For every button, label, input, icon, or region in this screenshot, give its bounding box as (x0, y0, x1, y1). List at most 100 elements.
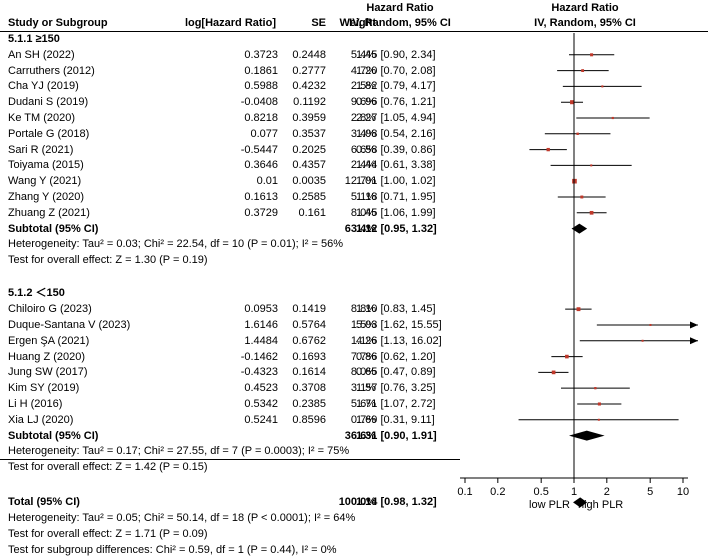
log-hr-value: 0.01 (256, 175, 278, 188)
weight-value: 7.7% (350, 350, 376, 363)
study-name: Carruthers (2012) (8, 64, 95, 77)
se-value: 0.1614 (292, 366, 326, 379)
point-estimate-marker (589, 210, 594, 215)
plot-header-divider (460, 31, 708, 32)
weight-value: 1.5% (350, 318, 376, 331)
se-value: 0.1192 (293, 96, 326, 109)
table-row: Ke TM (2020) 0.8218 0.3959 2.8% 2.27 [1.05, … (0, 110, 460, 126)
point-estimate-marker (576, 307, 581, 312)
log-hr-value: -0.1462 (240, 350, 278, 363)
log-hr-value: 0.077 (250, 127, 278, 140)
se-value: 0.6762 (292, 334, 326, 347)
x-tick-label: 1 (571, 486, 577, 498)
point-estimate-marker (649, 323, 652, 326)
hr-ci-value: 1.01 [1.00, 1.02] (356, 175, 436, 188)
x-tick-label: 10 (677, 486, 689, 498)
study-name: Li H (2016) (8, 397, 63, 410)
se-column-header: SE (311, 17, 326, 29)
log-hr-value: 0.8218 (244, 112, 278, 124)
weight-value: 1.1% (350, 334, 376, 347)
favours-right-label: high PLR (578, 499, 623, 511)
se-value: 0.2385 (292, 397, 326, 410)
log-hr-value: -0.4323 (240, 366, 278, 379)
table-row: Zhang Y (2020) 0.1613 0.2585 5.1% 1.18 [0.71… (0, 189, 460, 205)
point-estimate-marker (580, 195, 584, 199)
hr-ci-value: 1.57 [0.76, 3.25] (356, 382, 436, 395)
weight-value: 8.8% (350, 303, 376, 316)
point-estimate-marker (590, 164, 593, 167)
table-row: Huang Z (2020) -0.1462 0.1693 7.7% 0.86 [0.6… (0, 349, 460, 365)
hr-ci-value: 1.69 [0.31, 9.11] (356, 413, 435, 426)
study-name: Dudani S (2019) (8, 96, 89, 109)
weight-value: 6.6% (350, 143, 376, 156)
summary-row: Subtotal (95% CI) 36.6% 1.31 [0.90, 1.91] (0, 428, 460, 444)
header-divider (0, 31, 460, 32)
hr-ci-value: 1.45 [1.06, 1.99] (356, 206, 436, 219)
hr-ci-value: 1.18 [0.71, 1.95] (356, 191, 436, 203)
study-name: Chiloiro G (2023) (8, 303, 92, 316)
weight-value: 5.6% (350, 397, 376, 410)
weight-value: 5.4% (350, 48, 376, 61)
log-hr-value: 0.5342 (244, 397, 278, 410)
weight-value: 0.7% (350, 413, 376, 426)
summary-diamond (571, 223, 588, 234)
summary-label: Total (95% CI) (8, 496, 80, 509)
footer-divider (0, 459, 460, 460)
table-row: Sari R (2021) -0.5447 0.2025 6.6% 0.58 [0.39… (0, 142, 460, 158)
se-value: 0.2025 (292, 143, 326, 156)
se-value: 0.1419 (292, 303, 326, 316)
study-name: Duque-Santana V (2023) (8, 318, 131, 331)
ci-arrow-icon (690, 321, 698, 329)
weight-value: 2.4% (350, 159, 376, 172)
hr-ci-value: 1.45 [0.90, 2.34] (356, 48, 436, 61)
table-row: Wang Y (2021) 0.01 0.0035 12.7% 1.01 [1.00, … (0, 173, 460, 189)
summary-row: Subtotal (95% CI) 63.4% 1.12 [0.95, 1.32] (0, 221, 460, 237)
point-estimate-marker (597, 418, 600, 421)
table-row: Toiyama (2015) 0.3646 0.4357 2.4% 1.44 [0.61… (0, 157, 460, 173)
study-name: Cha YJ (2019) (8, 80, 79, 93)
subgroup-title: 5.1.2 ＜150 (8, 287, 65, 300)
log-hr-value: 1.4484 (244, 334, 278, 347)
summary-weight: 100.0% (338, 496, 376, 509)
weight-value: 8.0% (350, 366, 376, 379)
se-value: 0.2448 (292, 48, 326, 61)
x-tick-label: 5 (647, 486, 653, 498)
table-row: Zhuang Z (2021) 0.3729 0.161 8.0% 1.45 [1.06… (0, 205, 460, 221)
study-name: Kim SY (2019) (8, 382, 80, 395)
summary-diamond (569, 430, 605, 441)
point-estimate-marker (601, 85, 604, 88)
table-row: Cha YJ (2019) 0.5988 0.4232 2.5% 1.82 [0.79,… (0, 78, 460, 94)
se-value: 0.4232 (292, 80, 326, 93)
study-name: Toiyama (2015) (8, 159, 84, 172)
table-row: Carruthers (2012) 0.1861 0.2777 4.7% 1.20 [0… (0, 63, 460, 79)
overall-effect-text: Test for overall effect: Z = 1.30 (P = 0… (8, 254, 208, 267)
se-value: 0.161 (298, 206, 326, 219)
log-hr-value: -0.5447 (240, 143, 278, 156)
table-row: Dudani S (2019) -0.0408 0.1192 9.6% 0.96 [0.… (0, 94, 460, 110)
table-row: An SH (2022) 0.3723 0.2448 5.4% 1.45 [0.90, … (0, 47, 460, 63)
summary-label: Subtotal (95% CI) (8, 222, 99, 235)
table-row: Li H (2016) 0.5342 0.2385 5.6% 1.71 [1.07, 2… (0, 396, 460, 412)
subgroup-differences-text: Test for subgroup differences: Chi² = 0.… (8, 543, 337, 556)
hr-ci-value: 0.58 [0.39, 0.86] (356, 143, 436, 156)
se-value: 0.5764 (292, 318, 326, 331)
point-estimate-marker (570, 100, 575, 105)
study-name: An SH (2022) (8, 48, 75, 61)
table-row: Chiloiro G (2023) 0.0953 0.1419 8.8% 1.10 [0… (0, 301, 460, 317)
x-tick-label: 0.5 (534, 486, 549, 498)
log-hr-value: 0.1861 (244, 64, 278, 77)
weight-value: 2.5% (350, 80, 376, 93)
weight-value: 8.0% (350, 206, 376, 219)
hr-ci-value: 0.65 [0.47, 0.89] (356, 366, 436, 379)
summary-diamond (573, 497, 588, 508)
point-estimate-marker (641, 339, 644, 342)
hr-ci-value: 1.10 [0.83, 1.45] (356, 303, 436, 316)
log-hr-value: 0.5988 (244, 80, 278, 93)
table-row: Ergen ŞA (2021) 1.4484 0.6762 1.1% 4.26 [1.1… (0, 333, 460, 349)
hr-ci-value: 1.44 [0.61, 3.38] (356, 159, 436, 172)
se-value: 0.3537 (292, 127, 326, 140)
se-value: 0.1693 (292, 350, 326, 363)
overall-effect-text: Test for overall effect: Z = 1.42 (P = 0… (8, 461, 208, 474)
hr-ci-value: 1.08 [0.54, 2.16] (356, 127, 436, 140)
study-name: Huang Z (2020) (8, 350, 86, 363)
